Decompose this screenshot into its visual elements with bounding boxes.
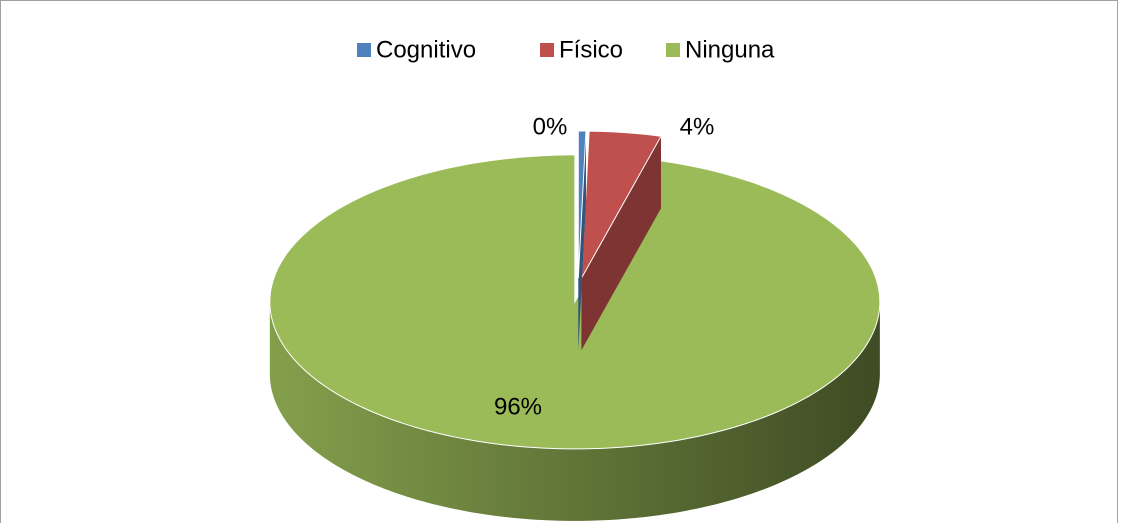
pie-wall bbox=[581, 136, 662, 351]
legend-label: Físico bbox=[559, 36, 623, 63]
legend-swatch bbox=[540, 43, 554, 57]
pie-slice bbox=[269, 154, 881, 450]
pie-wall-shade bbox=[581, 136, 662, 351]
data-label: 96% bbox=[494, 393, 542, 420]
data-label: 4% bbox=[680, 113, 715, 140]
pie-side-shade bbox=[269, 301, 880, 521]
data-label: 0% bbox=[533, 113, 568, 140]
legend-label: Cognitivo bbox=[376, 36, 476, 63]
pie-slice bbox=[577, 130, 587, 279]
legend-swatch bbox=[357, 43, 371, 57]
pie-slice bbox=[580, 130, 662, 279]
pie-wall-shade bbox=[578, 131, 586, 351]
pie-wall bbox=[578, 131, 586, 351]
legend-swatch bbox=[666, 43, 680, 57]
legend-label: Ninguna bbox=[685, 36, 775, 63]
